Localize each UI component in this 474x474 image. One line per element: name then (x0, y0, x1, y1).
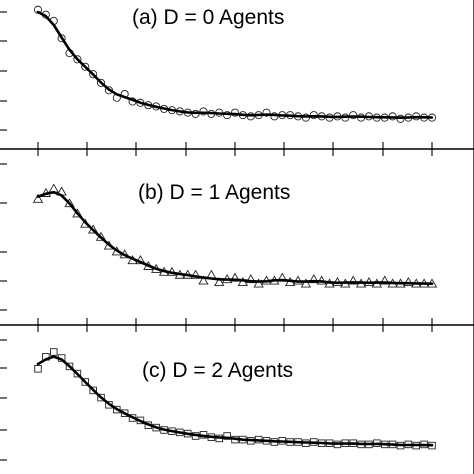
panel-a: (a) D = 0 Agents (0, 0, 474, 150)
data-point (230, 108, 240, 117)
data-point (199, 107, 208, 116)
data-point (262, 108, 271, 117)
panel-b-label: (b) D = 1 Agents (138, 181, 290, 204)
data-point (97, 393, 105, 402)
panel-c-fit-line (36, 355, 434, 447)
data-point (253, 278, 264, 288)
data-point (81, 378, 90, 386)
panel-a-ticks (0, 11, 433, 149)
data-point (72, 208, 83, 218)
data-point (190, 269, 201, 279)
panel-b: (b) D = 1 Agents (0, 148, 474, 326)
data-point (81, 62, 90, 71)
data-point (65, 362, 74, 371)
data-point (96, 78, 106, 87)
data-point (89, 70, 98, 79)
panel-b-fit-line (36, 190, 434, 285)
data-point (34, 365, 42, 373)
data-point (120, 409, 129, 417)
data-point (245, 274, 256, 284)
data-point (229, 272, 241, 282)
data-point (349, 111, 358, 120)
data-point (403, 276, 414, 287)
data-point (89, 386, 97, 395)
panel-c-label: (c) D = 2 Agents (142, 359, 293, 382)
data-point (308, 274, 319, 284)
data-point (32, 193, 44, 203)
panel-c: (c) D = 2 Agents (0, 324, 474, 474)
data-point (57, 34, 66, 43)
panel-b-frame (0, 148, 474, 326)
data-point (50, 348, 58, 356)
data-point (379, 275, 390, 285)
panel-b-ticks (0, 149, 433, 325)
data-point (348, 275, 359, 285)
data-point (300, 278, 312, 288)
data-point (198, 275, 209, 285)
panel-c-frame (0, 324, 474, 474)
data-point (214, 276, 225, 287)
panel-a-fit-line (36, 10, 434, 119)
panel-c-ticks (0, 325, 433, 461)
data-point (73, 55, 82, 64)
panel-a-label: (a) D = 0 Agents (132, 6, 284, 29)
data-point (73, 369, 82, 378)
data-point (223, 432, 231, 440)
